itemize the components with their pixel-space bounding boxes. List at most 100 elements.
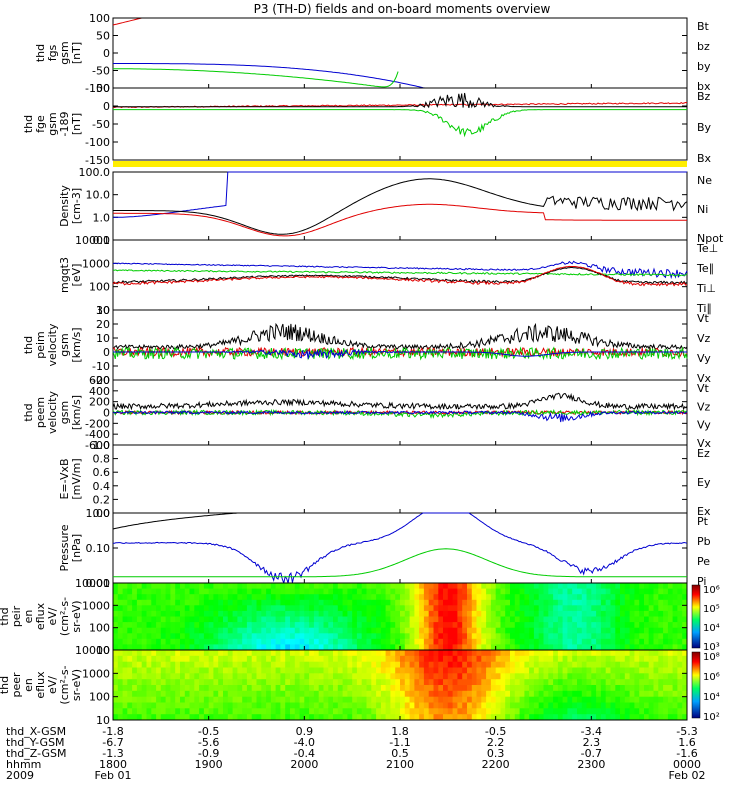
- y-axis-label: peir: [10, 605, 23, 627]
- heat-cell: [428, 702, 435, 709]
- heat-cell: [600, 655, 607, 663]
- heat-cell: [553, 594, 559, 601]
- heat-cell: [165, 605, 171, 612]
- heat-cell: [318, 594, 325, 601]
- heat-cell: [620, 588, 626, 595]
- heat-cell: [309, 588, 315, 595]
- heat-cell: [333, 696, 339, 704]
- heat-cell: [591, 644, 597, 650]
- heat-cell: [270, 616, 277, 623]
- heat-cell: [605, 679, 612, 686]
- heat-cell: [682, 679, 687, 686]
- heat-cell: [132, 714, 138, 720]
- heat-cell: [366, 708, 372, 715]
- heat-cell: [591, 633, 597, 640]
- heat-cell: [438, 594, 444, 601]
- heat-cell: [337, 627, 344, 634]
- heat-cell: [615, 599, 621, 606]
- heat-cell: [285, 594, 291, 601]
- heat-cell: [433, 588, 439, 595]
- heat-cell: [390, 605, 396, 612]
- heat-cell: [457, 708, 463, 715]
- heat-cell: [500, 644, 506, 650]
- heat-cell: [266, 667, 272, 674]
- y-axis-label: Pressure: [58, 524, 71, 571]
- heat-cell: [414, 583, 420, 590]
- heat-cell: [581, 599, 588, 606]
- heat-cell: [380, 667, 387, 674]
- heat-cell: [294, 633, 301, 640]
- heat-cell: [634, 605, 640, 612]
- heat-cell: [356, 673, 363, 680]
- heat-cell: [313, 627, 320, 634]
- heat-cell: [529, 679, 535, 686]
- heat-cell: [165, 690, 171, 698]
- heat-cell: [682, 583, 687, 590]
- heat-cell: [658, 605, 664, 612]
- heat-cell: [533, 685, 540, 692]
- heat-cell: [285, 696, 291, 704]
- heat-cell: [175, 655, 181, 663]
- heat-cell: [510, 605, 516, 612]
- heat-cell: [280, 673, 286, 680]
- heat-cell: [380, 708, 387, 715]
- heat-cell: [127, 673, 133, 680]
- heat-cell: [136, 667, 143, 674]
- heat-cell: [184, 685, 191, 692]
- heat-cell: [342, 599, 348, 606]
- heat-cell: [175, 644, 181, 650]
- heat-cell: [385, 627, 391, 634]
- heat-cell: [113, 605, 119, 612]
- heat-cell: [577, 638, 583, 645]
- heat-cell: [122, 594, 128, 601]
- heat-cell: [203, 644, 210, 650]
- y-axis-label: velocity: [46, 323, 59, 366]
- heat-cell: [366, 605, 372, 612]
- heat-cell: [127, 655, 133, 663]
- heat-cell: [419, 690, 425, 698]
- heat-cell: [653, 594, 659, 601]
- heat-cell: [141, 685, 148, 692]
- heat-cell: [223, 627, 229, 634]
- heat-cell: [438, 633, 444, 640]
- heat-cell: [203, 661, 210, 669]
- heat-cell: [290, 708, 296, 715]
- heat-cell: [639, 605, 645, 612]
- heat-cell: [629, 714, 635, 720]
- heat-cell: [347, 622, 353, 629]
- heat-cell: [620, 667, 626, 674]
- heat-cell: [577, 599, 583, 606]
- heat-cell: [428, 610, 435, 618]
- heat-cell: [443, 655, 449, 663]
- heat-cell: [156, 616, 162, 623]
- heat-cell: [629, 667, 635, 674]
- heat-cell: [356, 661, 363, 669]
- heat-cell: [380, 644, 387, 650]
- heat-cell: [232, 594, 238, 601]
- heat-cell: [533, 616, 540, 623]
- series-vt: [112, 392, 688, 411]
- heat-cell: [514, 708, 521, 715]
- heat-cell: [290, 583, 296, 590]
- heat-cell: [462, 610, 468, 618]
- heat-cell: [246, 696, 253, 704]
- heat-cell: [146, 588, 152, 595]
- heat-cell: [189, 673, 195, 680]
- heat-cell: [146, 696, 152, 704]
- heat-cell: [294, 622, 301, 629]
- heat-cell: [644, 599, 650, 606]
- heat-cell: [481, 655, 487, 663]
- heat-cell: [213, 673, 219, 680]
- heat-cell: [467, 650, 473, 657]
- heat-cell: [141, 679, 148, 686]
- heat-cell: [299, 696, 305, 704]
- heat-cell: [361, 714, 368, 720]
- colorbar-label: 10⁵: [703, 604, 720, 615]
- heat-cell: [347, 644, 353, 650]
- heat-cell: [146, 594, 152, 601]
- heat-cell: [414, 594, 420, 601]
- heat-cell: [146, 655, 152, 663]
- heat-cell: [175, 661, 181, 669]
- heat-cell: [242, 644, 248, 650]
- heat-cell: [533, 650, 540, 657]
